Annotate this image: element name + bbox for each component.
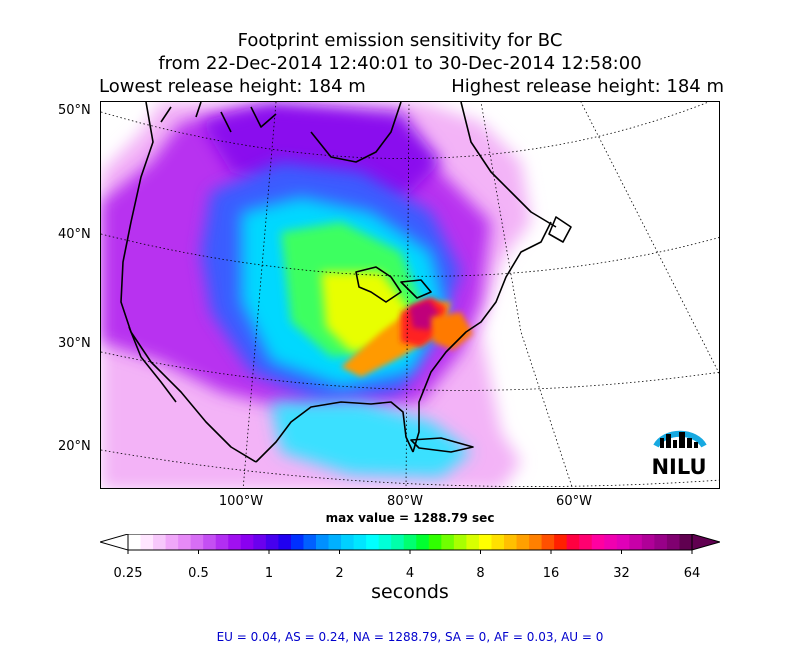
colorbar-cell [629,534,643,550]
colorbar-cell [441,534,455,550]
gulf-coast [255,401,414,463]
nilu-logo: NILU [651,430,707,479]
colorbar-cell [666,534,681,550]
colorbar-unit: seconds [371,581,449,603]
colorbar-cell [316,534,330,550]
parallel-20n [101,449,719,487]
colorbar-cell [554,534,568,550]
colorbar-cell [504,534,518,550]
graticule [101,102,719,488]
colorbar-cell [128,534,142,550]
colorbar-cell [378,534,392,550]
colorbar-cell [190,534,204,550]
time-range: from 22-Dec-2014 12:40:01 to 30-Dec-2014… [158,53,642,74]
colorbar-cell [654,534,668,550]
colorbar-cell [579,534,593,550]
colorbar-ticks [127,550,693,554]
newfoundland [548,216,572,243]
colorbar-cell [290,534,305,550]
field-orange-east [431,312,473,350]
lon-label-60w: 60°W [556,494,592,509]
colorbar-cell [516,534,530,550]
colorbar-cell [391,534,405,550]
colorbar-cell [303,534,317,550]
colorbar-cell [165,534,179,550]
arctic-islands [160,102,277,133]
colorbar-cell [228,534,242,550]
colorbar-cell [453,534,467,550]
colorbar-tick-label: 32 [613,566,630,581]
colorbar-cell [566,534,580,550]
colorbar-cell [591,534,605,550]
colorbar-cell [679,534,693,550]
colorbar-cell [265,534,279,550]
colorbar-cell [428,534,442,550]
colorbar-cell [604,534,618,550]
lat-label-50n: 50°N [58,103,91,118]
colorbar-cell [203,534,217,550]
colorbar-cell [328,534,342,550]
sensitivity-field [101,102,531,488]
colorbar-under-arrow [100,534,129,551]
colorbar-cell [491,534,505,550]
colorbar-cell [478,534,493,550]
colorbar-cell [341,534,355,550]
release-heights: Lowest release height: 184 m Highest rel… [99,76,724,97]
colorbar-cell [366,534,380,550]
map-canvas: NILU [101,102,719,488]
max-value: max value = 1288.79 sec [325,511,495,525]
east-coast [412,221,552,453]
lat-label-40n: 40°N [58,227,91,242]
cuba [410,437,474,453]
lowest-release-height: Lowest release height: 184 m [99,76,366,97]
great-lakes [355,266,432,303]
parallel-30n [101,351,719,391]
colorbar-cell [616,534,630,550]
colorbar-tick-label: 0.5 [188,566,209,581]
colorbar-cell [178,534,192,550]
colorbar-tick-label: 8 [476,566,485,581]
colorbar-cell [153,534,167,550]
logo-text: NILU [651,455,706,479]
colorbar-over-arrow [691,534,720,551]
colorbar-cell [416,534,430,550]
colorbar-cell [253,534,267,550]
plot-title: Footprint emission sensitivity for BC [237,30,563,51]
baja-peninsula [128,326,177,403]
labrador-coast [460,102,557,228]
colorbar-tick-label: 16 [542,566,560,581]
colorbar-cell [403,534,417,550]
lon-label-80w: 80°W [387,494,423,509]
region-summary: EU = 0.04, AS = 0.24, NA = 1288.79, SA =… [216,630,604,644]
meridian-100w [242,102,277,488]
colorbar-cell [140,534,154,550]
highest-release-height: Highest release height: 184 m [451,76,724,97]
colorbar-cell [215,534,229,550]
hudson-bay [310,102,402,163]
colorbar-cells [128,534,693,550]
lon-label-100w: 100°W [218,494,264,509]
colorbar-cell [240,534,254,550]
colorbar-cell [529,534,543,550]
colorbar-cell [466,534,480,550]
meridian-80w [405,102,410,488]
colorbar [100,534,720,554]
colorbar-cell [541,534,555,550]
colorbar-tick-label: 64 [683,566,701,581]
colorbar-tick-label: 4 [405,566,415,581]
coastlines [120,102,572,463]
colorbar-cell [278,534,292,550]
lat-label-30n: 30°N [58,336,91,351]
field-gulf-cyan [271,402,471,477]
colorbar-tick-label: 2 [335,566,344,581]
lat-label-20n: 20°N [58,439,91,454]
west-coast [120,102,257,463]
colorbar-tick-label: 1 [264,566,274,581]
colorbar-cell [641,534,655,550]
meridian-40w [580,102,719,374]
colorbar-tick-label: 0.25 [113,566,143,581]
colorbar-cell [353,534,367,550]
footprint-map: NILU [100,101,720,489]
